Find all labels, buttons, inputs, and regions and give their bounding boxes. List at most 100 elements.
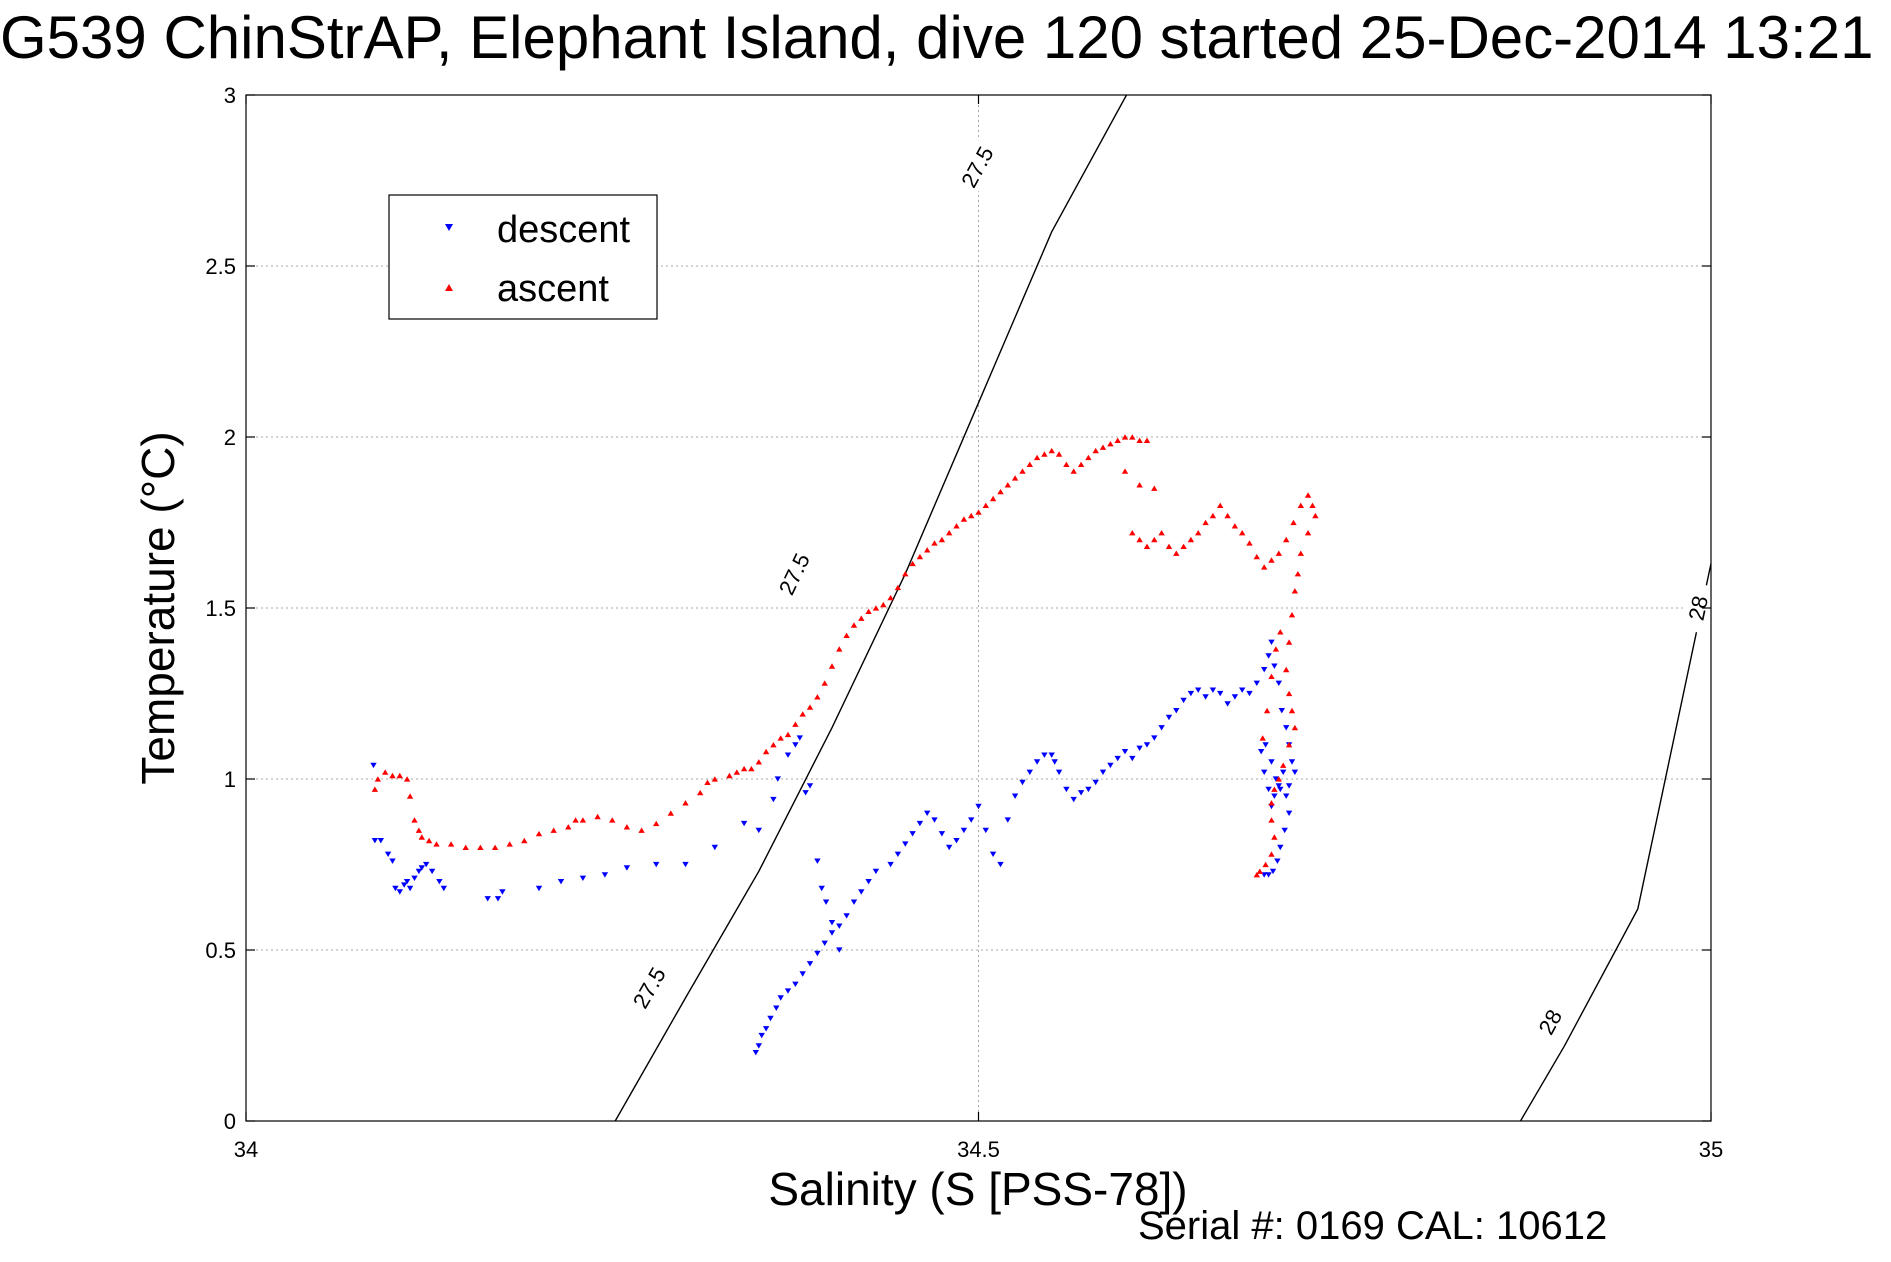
descent-point — [1258, 749, 1265, 755]
ascent-point — [1268, 557, 1275, 563]
ascent-point — [1294, 571, 1302, 577]
descent-point — [752, 1050, 759, 1056]
descent-point — [968, 817, 975, 823]
y-tick-label: 2.5 — [205, 254, 236, 279]
ascent-point — [609, 817, 616, 823]
ascent-point — [748, 765, 755, 772]
ascent-point — [1309, 502, 1316, 508]
ascent-point — [916, 553, 924, 560]
ascent-point — [1304, 530, 1312, 536]
legend-descent-label: descent — [497, 209, 631, 251]
descent-point — [822, 899, 830, 905]
descent-point — [579, 875, 587, 881]
descent-point — [828, 930, 836, 936]
ascent-point — [415, 827, 423, 833]
descent-point — [601, 872, 609, 878]
ascent-point — [1114, 437, 1121, 443]
descent-point — [440, 885, 447, 892]
ascent-point — [594, 813, 601, 820]
ascent-point — [1129, 530, 1136, 536]
descent-point — [377, 838, 384, 844]
descent-point — [1272, 776, 1280, 782]
descent-point — [1261, 667, 1268, 673]
ascent-point — [880, 601, 887, 608]
descent-point — [436, 879, 443, 885]
ascent-point — [1272, 646, 1280, 652]
descent-point — [1239, 687, 1246, 693]
ascent-point — [1271, 834, 1278, 840]
ascent-point — [1253, 553, 1260, 560]
descent-point — [989, 851, 997, 857]
ascent-point — [521, 837, 528, 844]
ascent-point — [806, 704, 814, 710]
ascent-point — [1055, 451, 1063, 457]
y-tick-label: 2 — [224, 425, 236, 450]
ascent-point — [579, 817, 587, 823]
ascent-point — [1297, 550, 1304, 556]
x-tick-label: 35 — [1699, 1137, 1723, 1162]
legend-descent-marker — [445, 224, 453, 231]
descent-point — [1285, 783, 1293, 789]
descent-point — [396, 889, 403, 895]
descent-point — [1269, 868, 1277, 875]
ascent-point — [821, 680, 828, 686]
ascent-point — [960, 516, 968, 522]
ascent-point — [1107, 441, 1114, 447]
contour-label-bg — [625, 960, 673, 1015]
ascent-point — [777, 735, 784, 741]
ascent-point — [1165, 543, 1173, 549]
descent-point — [924, 810, 931, 816]
ascent-point — [1285, 639, 1293, 645]
descent-point — [423, 861, 430, 868]
ascent-point — [1224, 512, 1231, 519]
descent-point — [792, 742, 799, 748]
ascent-point — [425, 837, 433, 844]
ascent-point — [740, 765, 748, 772]
descent-point — [653, 861, 660, 868]
descent-point — [802, 790, 809, 796]
descent-point — [1275, 680, 1282, 686]
descent-point — [1011, 793, 1019, 799]
descent-point — [1048, 752, 1055, 758]
ascent-point — [1304, 492, 1312, 498]
descent-point — [1063, 786, 1070, 793]
descent-point — [1187, 690, 1195, 697]
ascent-point — [1004, 482, 1011, 488]
ascent-point — [1283, 536, 1290, 543]
descent-point — [799, 971, 806, 977]
x-tick-label: 34 — [234, 1137, 258, 1162]
descent-point — [1217, 690, 1224, 697]
ascent-point — [1121, 468, 1129, 474]
ascent-point — [653, 820, 660, 827]
ascent-point — [1033, 454, 1041, 461]
ascent-point — [843, 632, 850, 638]
ascent-point — [1283, 666, 1290, 673]
ascent-point — [1077, 461, 1085, 467]
ascent-point — [902, 571, 909, 577]
descent-point — [1288, 759, 1296, 765]
descent-point — [858, 889, 865, 895]
descent-point — [865, 879, 872, 885]
descent-point — [1121, 749, 1129, 755]
serial-cal-label: Serial #: 0169 CAL: 10612 — [1138, 1204, 1608, 1248]
descent-point — [975, 803, 982, 810]
ascent-point — [406, 793, 414, 799]
ascent-point — [704, 779, 711, 785]
ascent-point — [382, 769, 389, 775]
ascent-point — [462, 844, 469, 850]
descent-point — [777, 995, 784, 1001]
ascent-point — [1121, 434, 1129, 440]
descent-point — [1253, 680, 1260, 686]
descent-point — [418, 865, 425, 871]
x-tick-label: 34.5 — [957, 1137, 1000, 1162]
ascent-point — [828, 663, 836, 669]
ascent-point — [989, 495, 997, 502]
ascent-point — [1070, 468, 1077, 474]
descent-point — [1070, 796, 1077, 803]
descent-point — [1129, 755, 1136, 762]
ascent-point — [887, 594, 894, 601]
descent-point — [821, 940, 828, 946]
ascent-point — [623, 824, 631, 830]
ascent-point — [1280, 762, 1287, 768]
